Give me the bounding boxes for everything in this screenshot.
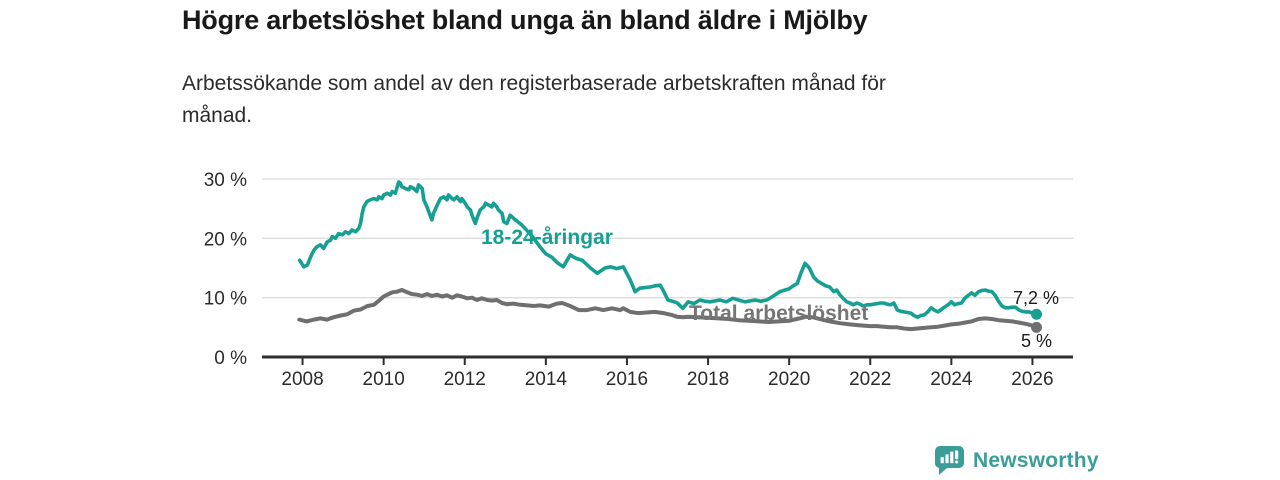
series-line-1 — [297, 288, 1039, 332]
x-tick-label: 2012 — [444, 369, 486, 390]
x-tick-label: 2018 — [687, 369, 729, 390]
series-line-0 — [297, 180, 1039, 320]
series-end-dot-1 — [1031, 321, 1043, 333]
x-tick-label: 2026 — [1011, 369, 1053, 390]
x-tick-label: 2008 — [281, 369, 323, 390]
x-tick-label: 2010 — [363, 369, 405, 390]
newsworthy-logo[interactable]: Newsworthy — [935, 446, 1099, 476]
y-tick-label: 10 % — [204, 289, 247, 310]
x-tick-label: 2016 — [606, 369, 648, 390]
chart-subtitle: Arbetssökande som andel av den registerb… — [182, 72, 886, 127]
page-title: Högre arbetslöshet bland unga än bland ä… — [182, 5, 868, 35]
y-tick-label: 30 % — [204, 170, 247, 191]
series-label-total: Total arbetslöshet — [689, 302, 869, 325]
x-tick-label: 2022 — [849, 369, 891, 390]
end-value-label-total: 5 % — [1021, 331, 1053, 351]
newsworthy-logo-icon — [935, 446, 964, 475]
end-value-label-young: 7,2 % — [1013, 288, 1060, 308]
y-tick-label: 0 % — [214, 348, 247, 369]
y-tick-label: 20 % — [204, 229, 247, 250]
x-tick-label: 2024 — [930, 369, 973, 390]
x-tick-label: 2014 — [525, 369, 568, 390]
series-end-dot-0 — [1031, 308, 1043, 320]
newsworthy-logo-text: Newsworthy — [973, 449, 1099, 472]
x-tick-label: 2020 — [768, 369, 810, 390]
series-label-young: 18-24-åringar — [481, 226, 613, 249]
